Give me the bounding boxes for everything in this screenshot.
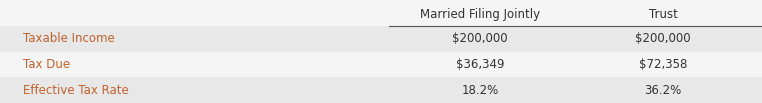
Text: Tax Due: Tax Due — [23, 58, 70, 71]
FancyBboxPatch shape — [0, 26, 762, 52]
Text: $200,000: $200,000 — [453, 32, 507, 45]
Text: Taxable Income: Taxable Income — [23, 32, 114, 45]
Text: $200,000: $200,000 — [636, 32, 690, 45]
Text: $72,358: $72,358 — [639, 58, 687, 71]
Text: 18.2%: 18.2% — [462, 84, 498, 97]
Text: Married Filing Jointly: Married Filing Jointly — [420, 8, 540, 21]
Text: Trust: Trust — [648, 8, 677, 21]
FancyBboxPatch shape — [0, 0, 762, 26]
Text: 36.2%: 36.2% — [645, 84, 681, 97]
FancyBboxPatch shape — [0, 52, 762, 77]
Text: $36,349: $36,349 — [456, 58, 504, 71]
Text: Effective Tax Rate: Effective Tax Rate — [23, 84, 129, 97]
FancyBboxPatch shape — [0, 77, 762, 103]
